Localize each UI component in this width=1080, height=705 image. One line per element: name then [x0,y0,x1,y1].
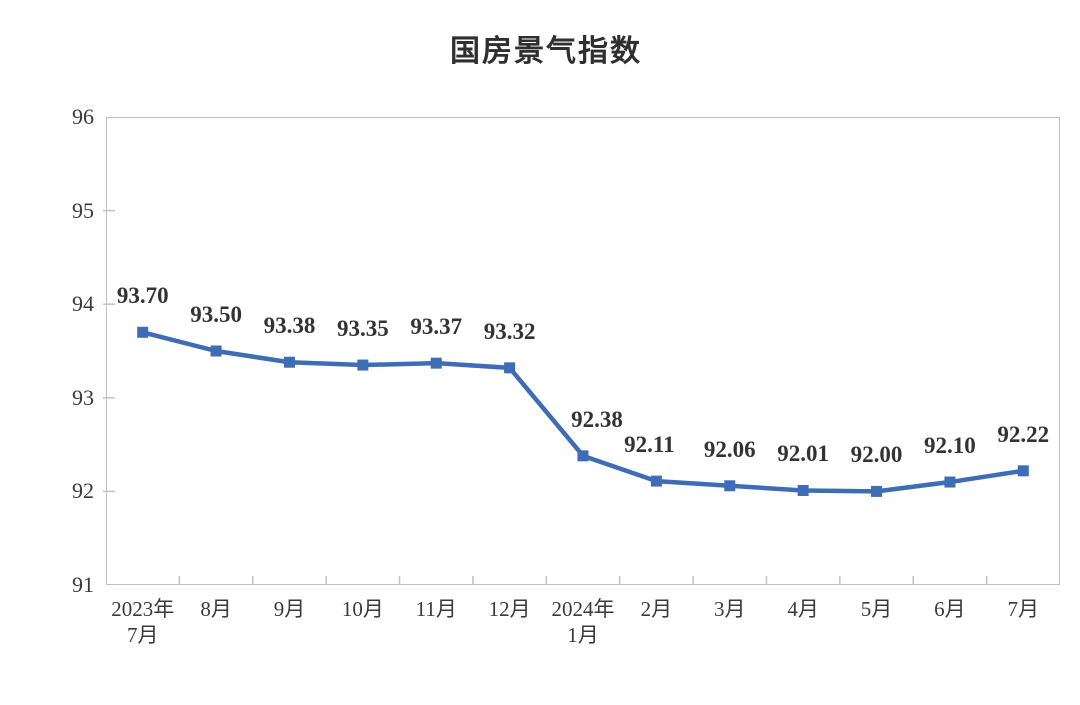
data-point-marker [283,356,295,368]
y-tick-label: 94 [72,291,94,317]
data-point-label: 92.06 [703,436,756,462]
data-point-label: 92.01 [777,441,830,467]
data-point-marker [430,357,442,369]
data-point-label: 93.32 [483,318,536,344]
data-point-label: 92.11 [624,432,675,458]
y-tick-label: 95 [72,197,94,223]
data-point-label: 92.22 [997,421,1050,447]
x-tick-label: 11月 [415,597,457,621]
data-point-marker [504,362,516,374]
data-point-label: 93.38 [263,313,316,339]
data-point-label: 93.35 [336,316,389,342]
data-point-marker [797,484,809,496]
x-tick-label: 2月 [640,597,673,621]
data-point-label: 93.50 [190,302,242,327]
data-point-label: 93.70 [116,283,169,309]
x-tick-label: 10月 [341,597,384,621]
data-point-label: 92.38 [571,406,623,432]
x-tick-label: 4月 [787,597,819,621]
plot-area [106,117,1060,585]
x-tick-label: 3月 [714,597,746,621]
chart-title: 国房景气指数 [450,34,642,69]
x-tick-label: 6月 [934,597,966,621]
data-point-marker [944,476,956,488]
data-point-marker [210,345,222,357]
x-tick-label: 5月 [860,597,893,621]
data-point-label: 92.00 [850,442,903,468]
x-tick-label: 12月 [488,597,531,621]
x-tick-label: 7月 [1007,597,1040,621]
data-point-marker [724,480,736,492]
data-point-label: 93.37 [410,314,463,340]
x-tick-label: 9月 [273,597,306,621]
y-tick-label: 92 [72,478,94,504]
x-tick-label: 8月 [200,597,232,621]
data-point-marker [650,475,662,487]
data-point-marker [871,485,883,497]
data-point-marker [357,359,369,371]
x-tick-label: 2023年 7月 [111,597,175,647]
data-point-marker [577,450,589,462]
data-point-marker [137,326,149,338]
y-tick-label: 93 [72,384,94,410]
x-tick-label: 2024年 1月 [551,597,615,647]
data-point-marker [1017,465,1029,477]
y-tick-label: 96 [72,104,94,129]
y-tick-label: 91 [72,572,94,597]
data-point-label: 92.10 [924,433,976,459]
